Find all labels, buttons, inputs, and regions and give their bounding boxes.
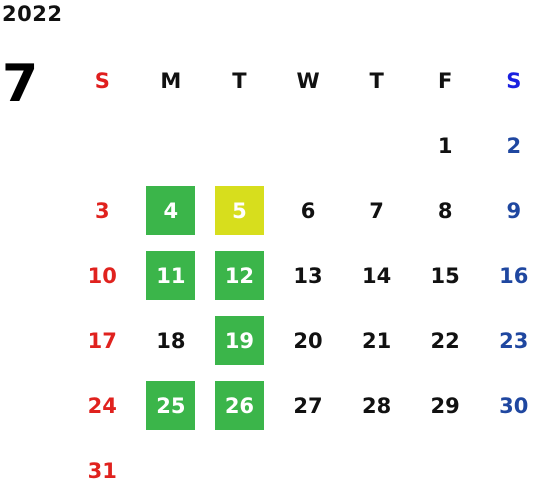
- day-cell-thursday[interactable]: 7: [342, 178, 411, 243]
- day-cell-saturday[interactable]: 9: [479, 178, 548, 243]
- day-cell-monday[interactable]: 18: [137, 308, 206, 373]
- day-cell-wednesday[interactable]: 6: [274, 178, 343, 243]
- week-row: 31: [68, 438, 548, 503]
- day-number: 22: [430, 328, 460, 353]
- day-cell-tuesday: [205, 438, 274, 503]
- day-cell-thursday: [342, 113, 411, 178]
- day-cell-monday[interactable]: 25: [137, 373, 206, 438]
- week-row: 10 11 12 13 14 15 16: [68, 243, 548, 308]
- day-number: 10: [87, 263, 117, 288]
- weekday-wednesday: W: [296, 68, 320, 93]
- week-row: 17 18 19 20 21 22 23: [68, 308, 548, 373]
- day-number: 15: [430, 263, 460, 288]
- highlighted-day: 12: [214, 251, 264, 300]
- weekday-thursday: T: [369, 68, 384, 93]
- day-cell-monday: [137, 113, 206, 178]
- day-cell-sunday[interactable]: 10: [68, 243, 137, 308]
- weekday-monday: M: [160, 68, 182, 93]
- day-number: 13: [293, 263, 323, 288]
- day-number: 24: [87, 393, 117, 418]
- day-cell-wednesday[interactable]: 13: [274, 243, 343, 308]
- day-cell-sunday[interactable]: 24: [68, 373, 137, 438]
- highlighted-day: 11: [146, 251, 196, 300]
- day-cell-saturday: [479, 438, 548, 503]
- year-label: 2022: [2, 2, 63, 26]
- day-cell-thursday[interactable]: 28: [342, 373, 411, 438]
- day-number: 1: [437, 133, 453, 158]
- day-cell-tuesday[interactable]: 12: [205, 243, 274, 308]
- day-number: 30: [499, 393, 529, 418]
- day-number: 16: [499, 263, 529, 288]
- day-cell-thursday[interactable]: 14: [342, 243, 411, 308]
- highlighted-day: 19: [214, 316, 264, 365]
- weekday-sunday: S: [94, 68, 110, 93]
- day-number: 18: [156, 328, 186, 353]
- day-cell-saturday[interactable]: 16: [479, 243, 548, 308]
- day-number: 7: [369, 198, 384, 223]
- day-number: 17: [87, 328, 117, 353]
- day-number: 6: [300, 198, 316, 223]
- day-number: 23: [499, 328, 529, 353]
- day-cell-sunday[interactable]: 3: [68, 178, 137, 243]
- day-cell-wednesday[interactable]: 27: [274, 373, 343, 438]
- day-cell-saturday[interactable]: 2: [479, 113, 548, 178]
- weekday-friday: F: [438, 68, 453, 93]
- day-cell-friday[interactable]: 8: [411, 178, 480, 243]
- day-cell-tuesday[interactable]: 26: [205, 373, 274, 438]
- day-cell-friday[interactable]: 29: [411, 373, 480, 438]
- day-cell-friday: [411, 438, 480, 503]
- day-number: 29: [430, 393, 460, 418]
- day-number: 28: [361, 393, 392, 418]
- day-cell-tuesday[interactable]: 19: [205, 308, 274, 373]
- day-cell-thursday: [342, 438, 411, 503]
- day-cell-sunday: [68, 113, 137, 178]
- day-cell-tuesday[interactable]: 5: [205, 178, 274, 243]
- day-cell-saturday[interactable]: 23: [479, 308, 548, 373]
- day-cell-monday[interactable]: 11: [137, 243, 206, 308]
- day-cell-friday[interactable]: 22: [411, 308, 480, 373]
- day-number: 27: [293, 393, 323, 418]
- day-cell-friday[interactable]: 1: [411, 113, 480, 178]
- calendar-grid: S M T W T F S 1 2 3 4 5 6 7 8 9 10 11 12 13 14 15 16 17 1…: [68, 48, 548, 503]
- weekday-saturday: S: [506, 68, 522, 93]
- weeks-container: 1 2 3 4 5 6 7 8 9 10 11 12 13 14 15 16 17 18 19 20 21 22 23 24 2…: [68, 113, 548, 503]
- day-cell-thursday[interactable]: 21: [342, 308, 411, 373]
- day-cell-wednesday[interactable]: 20: [274, 308, 343, 373]
- day-number: 21: [361, 328, 392, 353]
- day-number: 9: [506, 198, 522, 223]
- day-cell-sunday[interactable]: 31: [68, 438, 137, 503]
- day-number: 3: [94, 198, 110, 223]
- month-number: 7: [2, 54, 39, 114]
- day-cell-monday: [137, 438, 206, 503]
- day-cell-sunday[interactable]: 17: [68, 308, 137, 373]
- week-row: 24 25 26 27 28 29 30: [68, 373, 548, 438]
- day-cell-monday[interactable]: 4: [137, 178, 206, 243]
- day-number: 14: [361, 263, 392, 288]
- highlighted-day: 5: [214, 186, 264, 235]
- day-cell-wednesday: [274, 438, 343, 503]
- highlighted-day: 4: [146, 186, 196, 235]
- weekday-header-row: S M T W T F S: [68, 48, 548, 113]
- day-number: 8: [437, 198, 453, 223]
- day-cell-friday[interactable]: 15: [411, 243, 480, 308]
- highlighted-day: 26: [214, 381, 264, 430]
- day-cell-wednesday: [274, 113, 343, 178]
- day-cell-saturday[interactable]: 30: [479, 373, 548, 438]
- weekday-tuesday: T: [232, 68, 247, 93]
- highlighted-day: 25: [146, 381, 196, 430]
- day-cell-tuesday: [205, 113, 274, 178]
- day-number: 20: [293, 328, 323, 353]
- day-number: 2: [506, 133, 522, 158]
- day-number: 31: [87, 458, 117, 483]
